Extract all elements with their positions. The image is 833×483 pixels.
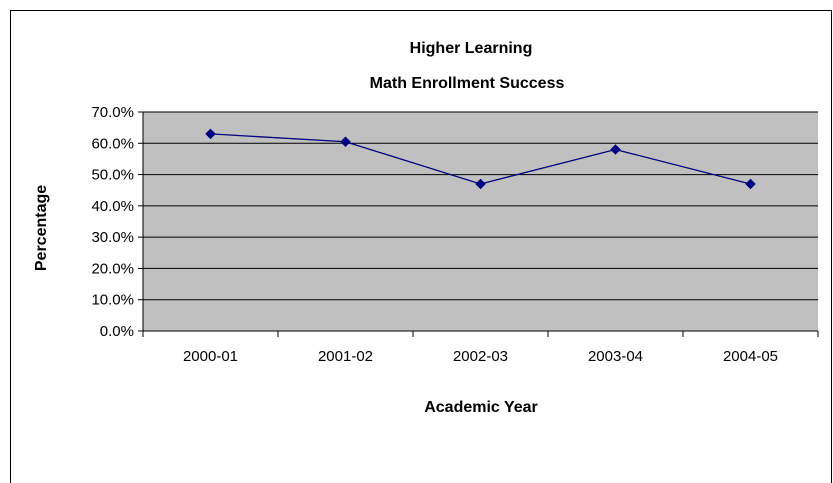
y-tick-label: 10.0% bbox=[91, 292, 134, 309]
chart-subtitle: Math Enrollment Success bbox=[370, 75, 565, 92]
y-tick-label: 50.0% bbox=[91, 167, 134, 184]
data-point bbox=[745, 178, 756, 190]
y-tick-label: 0.0% bbox=[100, 323, 134, 340]
data-point bbox=[205, 128, 216, 140]
plot-area bbox=[143, 112, 818, 331]
y-axis-title: Percentage bbox=[33, 185, 50, 271]
x-tick-label: 2003-04 bbox=[588, 348, 643, 365]
y-tick-label: 40.0% bbox=[91, 198, 134, 215]
x-tick-label: 2004-05 bbox=[723, 348, 778, 365]
y-tick-label: 20.0% bbox=[91, 260, 134, 277]
x-axis: 2000-01 2001-02 2002-03 2003-04 2004-05 bbox=[142, 330, 819, 365]
chart-title: Higher Learning bbox=[410, 40, 533, 57]
gridlines bbox=[143, 111, 818, 301]
data-point bbox=[475, 178, 486, 190]
y-tick-label: 60.0% bbox=[91, 135, 134, 152]
data-point bbox=[340, 136, 351, 148]
x-tick-label: 2001-02 bbox=[318, 348, 373, 365]
y-axis: 0.0% 10.0% 20.0% 30.0% 40.0% 50.0% 60.0% 70.0% bbox=[91, 104, 144, 340]
data-point bbox=[610, 144, 621, 155]
y-tick-label: 70.0% bbox=[91, 104, 134, 121]
y-tick-label: 30.0% bbox=[91, 229, 134, 246]
x-tick-label: 2000-01 bbox=[183, 348, 238, 365]
series-group bbox=[205, 128, 756, 190]
x-tick-label: 2002-03 bbox=[453, 348, 508, 365]
x-axis-title: Academic Year bbox=[424, 399, 538, 416]
